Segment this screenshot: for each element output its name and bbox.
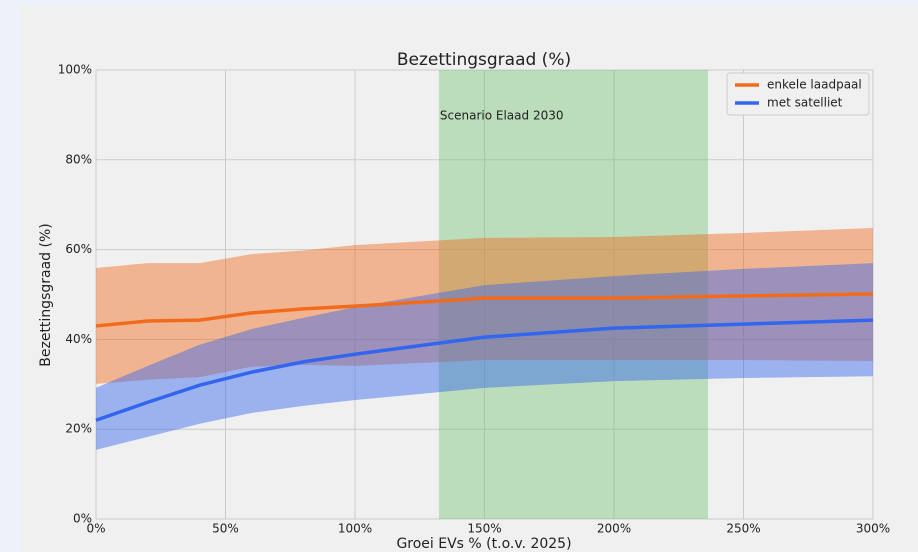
y-tick-label: 0%	[73, 512, 92, 526]
band	[96, 228, 873, 384]
line	[95, 318, 874, 422]
x-axis-label: Groei EVs % (t.o.v. 2025)	[396, 536, 571, 552]
y-tick-label: 60%	[65, 242, 92, 256]
y-tick-label: 80%	[65, 152, 92, 166]
y-tick-label: 100%	[58, 63, 92, 77]
x-tick-label: 300%	[856, 522, 890, 536]
legend-box	[726, 72, 870, 116]
band	[96, 263, 873, 450]
x-tick-label: 100%	[338, 522, 372, 536]
line	[95, 292, 874, 328]
x-tick-label: 200%	[597, 522, 631, 536]
highlight-span	[438, 70, 709, 519]
x-tick-label: 250%	[726, 522, 760, 536]
x-tick-label: 50%	[212, 522, 239, 536]
chart-title: Bezettingsgraad (%)	[397, 50, 571, 70]
span-label: Scenario Elaad 2030	[440, 109, 564, 123]
y-tick-label: 20%	[65, 422, 92, 436]
legend-label: enkele laadpaal	[767, 78, 862, 92]
y-axis-label: Bezettingsgraad (%)	[38, 223, 54, 366]
legend-label: met satelliet	[767, 96, 843, 110]
x-tick-label: 150%	[467, 522, 501, 536]
y-tick-label: 40%	[65, 332, 92, 346]
x-tick-label: 0%	[86, 522, 105, 536]
